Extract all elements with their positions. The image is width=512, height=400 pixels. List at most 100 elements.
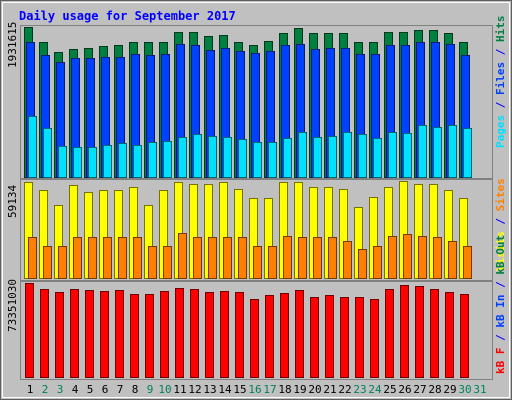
x-tick-label: 15 [233,383,246,396]
visitors-sites-bar [418,236,427,279]
traffic-kb-f-bar [265,295,274,378]
legend-entry: Visits [494,231,507,271]
visitors-sites-bar [43,246,52,279]
traffic-kb-f-bar [340,297,349,378]
x-tick-label: 21 [323,383,336,396]
visitors-sites-bar [463,246,472,279]
legend-entry: / [494,42,507,62]
traffic-kb-f-bar [70,289,79,378]
visitors-legend: Visits / Sites [494,178,507,271]
requests-pages-bar [373,138,382,178]
requests-pages-bar [328,136,337,178]
requests-pages-bar [298,132,307,178]
visitors-sites-bar [178,233,187,279]
traffic-kb-f-bar [235,292,244,378]
x-tick-label: 14 [218,383,232,396]
traffic-kb-f-bar [220,291,229,378]
x-tick-label: 7 [117,383,124,396]
requests-pages-bar [223,137,232,178]
requests-pages-bar [148,142,157,178]
traffic-kb-f-bar [385,289,394,378]
bar-layer [24,27,472,378]
visitors-sites-bar [328,237,337,279]
traffic-max-label: 73351030 [6,279,19,332]
x-tick-label: 29 [443,383,456,396]
x-tick-label: 9 [147,383,154,396]
legend-entry: Pages [494,115,507,148]
legend-entry: kB F [494,348,507,375]
traffic-kb-f-bar [145,294,154,378]
visitors-sites-bar [313,237,322,279]
legend-entry: kB Out [494,235,507,275]
visitors-sites-bar [388,236,397,279]
traffic-kb-f-bar [295,290,304,378]
requests-plot-frame [20,25,493,179]
requests-pages-bar [133,145,142,178]
x-tick-label: 10 [158,383,171,396]
requests-pages-bar [58,146,67,178]
legend-entry: Hits [494,16,507,43]
visitors-sites-bar [298,237,307,279]
traffic-kb-f-bar [325,295,334,378]
visitors-sites-bar [448,241,457,279]
traffic-kb-f-bar [115,290,124,378]
visitors-max-label: 59134 [6,185,19,218]
legend-entry: Files [494,62,507,95]
traffic-kb-f-bar [85,290,94,378]
visitors-plot-frame [20,179,493,281]
visitors-sites-bar [28,237,37,279]
visitors-sites-bar [208,237,217,279]
x-tick-label: 13 [203,383,216,396]
x-tick-label: 17 [263,383,276,396]
legend-entry: / [494,95,507,115]
traffic-kb-f-bar [400,285,409,378]
visitors-sites-bar [88,237,97,279]
x-tick-label: 20 [308,383,321,396]
requests-pages-bar [418,125,427,178]
visitors-sites-bar [283,236,292,279]
requests-pages-bar [88,147,97,178]
requests-pages-bar [73,147,82,178]
visitors-sites-bar [253,246,262,279]
requests-pages-bar [163,141,172,178]
visitors-sites-bar [373,246,382,279]
visitors-sites-bar [148,246,157,279]
requests-pages-bar [118,143,127,178]
traffic-kb-f-bar [25,283,34,378]
traffic-kb-f-bar [445,292,454,378]
legend-entry: / [494,211,507,231]
traffic-plot-frame [20,281,493,380]
requests-pages-bar [103,145,112,178]
visitors-sites-bar [358,249,367,279]
visitors-sites-bar [133,237,142,279]
traffic-kb-f-bar [355,297,364,378]
requests-legend: Pages / Files / Hits [494,16,507,149]
x-tick-label: 26 [398,383,411,396]
requests-pages-bar [313,137,322,178]
requests-pages-bar [193,134,202,178]
x-tick-label: 30 [458,383,471,396]
traffic-kb-f-bar [250,299,259,378]
x-tick-label: 4 [72,383,79,396]
x-tick-label: 23 [353,383,366,396]
visitors-sites-bar [238,237,247,279]
traffic-kb-f-bar [40,289,49,378]
requests-pages-bar [433,127,442,178]
traffic-kb-f-bar [205,292,214,378]
legend-entry: / [494,328,507,348]
visitors-sites-bar [58,246,67,279]
visitors-sites-bar [163,246,172,279]
visitors-sites-bar [118,237,127,279]
requests-pages-bar [358,134,367,178]
x-tick-label: 19 [293,383,306,396]
x-tick-label: 2 [42,383,49,396]
visitors-sites-bar [343,241,352,279]
traffic-kb-f-bar [310,297,319,378]
x-tick-label: 22 [338,383,351,396]
requests-pages-bar [28,116,37,178]
traffic-legend: kB F / kB In / kB Out [494,235,507,374]
x-tick-label: 16 [248,383,261,396]
requests-pages-bar [448,125,457,178]
x-tick-label: 18 [278,383,291,396]
